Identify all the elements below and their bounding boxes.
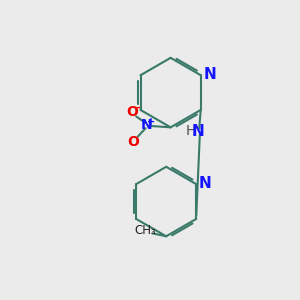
Text: H: H — [186, 124, 196, 138]
Text: O: O — [127, 135, 139, 149]
Text: N: N — [191, 124, 204, 139]
Text: O: O — [126, 105, 138, 119]
Text: +: + — [147, 117, 155, 127]
Text: CH₃: CH₃ — [135, 224, 157, 238]
Text: N: N — [141, 118, 153, 132]
Text: N: N — [203, 67, 216, 82]
Text: -: - — [135, 103, 140, 112]
Text: N: N — [199, 176, 212, 191]
